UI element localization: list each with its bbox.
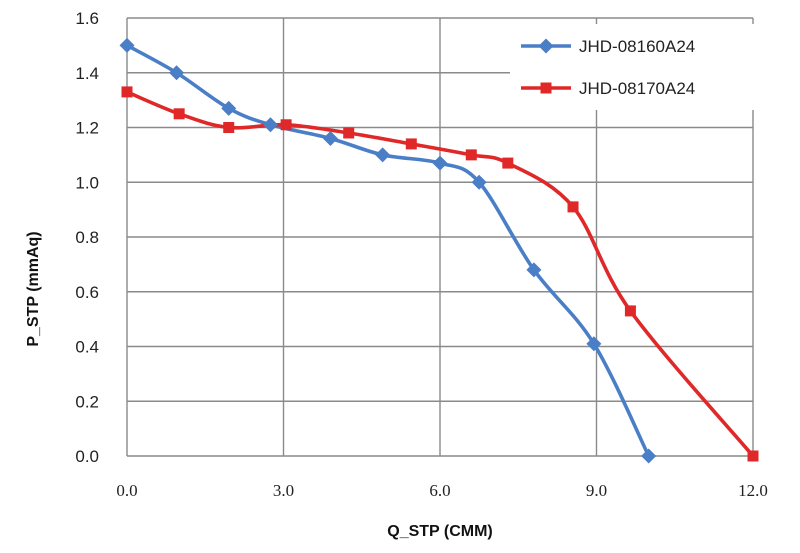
y-tick-label: 0.2 (75, 392, 99, 411)
data-point-series-0 (169, 65, 185, 81)
x-tick-label: 12.0 (738, 481, 768, 500)
data-point-series-1 (502, 157, 514, 169)
y-tick-label: 0.8 (75, 228, 99, 247)
data-point-series-1 (223, 122, 235, 133)
tick-labels: 0.0 0.2 0.4 0.6 0.8 1.0 1.2 1.4 1.6 0.0 3.0 6.0 9.0 1… (75, 9, 768, 500)
y-tick-label: 1.0 (75, 173, 99, 192)
x-tick-label: 6.0 (429, 481, 450, 500)
data-point-series-0 (221, 100, 237, 116)
data-point-series-0 (432, 155, 448, 171)
data-point-series-1 (465, 149, 477, 161)
data-point-series-0 (119, 37, 135, 53)
y-tick-label: 0.4 (75, 338, 99, 357)
y-tick-label: 0.6 (75, 283, 99, 302)
x-tick-label: 3.0 (273, 481, 294, 500)
data-point-series-0 (586, 336, 602, 352)
data-point-series-0 (322, 130, 338, 146)
y-tick-label: 1.6 (75, 9, 99, 28)
grid (126, 17, 754, 457)
data-point-series-1 (405, 138, 417, 150)
data-point-series-1 (624, 305, 636, 317)
series-line-0 (125, 43, 651, 458)
legend-label-1: JHD-08170A24 (579, 79, 695, 98)
x-tick-label: 9.0 (586, 481, 607, 500)
legend: JHD-08160A24 JHD-08170A24 (510, 24, 760, 110)
y-tick-label: 1.4 (75, 64, 99, 83)
data-point-series-1 (747, 450, 759, 462)
data-point-series-1 (280, 119, 292, 131)
series-markers (119, 37, 759, 464)
y-tick-label: 0.0 (75, 447, 99, 466)
data-point-series-0 (375, 147, 391, 163)
data-point-series-0 (641, 448, 657, 464)
data-point-series-0 (526, 262, 542, 278)
data-point-series-1 (173, 108, 185, 120)
x-axis-title: Q_STP (CMM) (387, 523, 492, 540)
data-point-series-1 (343, 127, 355, 139)
legend-label-0: JHD-08160A24 (579, 37, 695, 56)
y-tick-label: 1.2 (75, 119, 99, 138)
data-point-series-1 (121, 86, 133, 98)
x-tick-label: 0.0 (116, 481, 137, 500)
legend-marker-1 (540, 82, 552, 94)
data-point-series-0 (262, 117, 278, 133)
data-point-series-1 (567, 201, 579, 213)
data-point-series-0 (471, 174, 487, 190)
y-axis-title: P_STP (mmAq) (25, 231, 42, 346)
legend-marker-0 (538, 38, 554, 54)
